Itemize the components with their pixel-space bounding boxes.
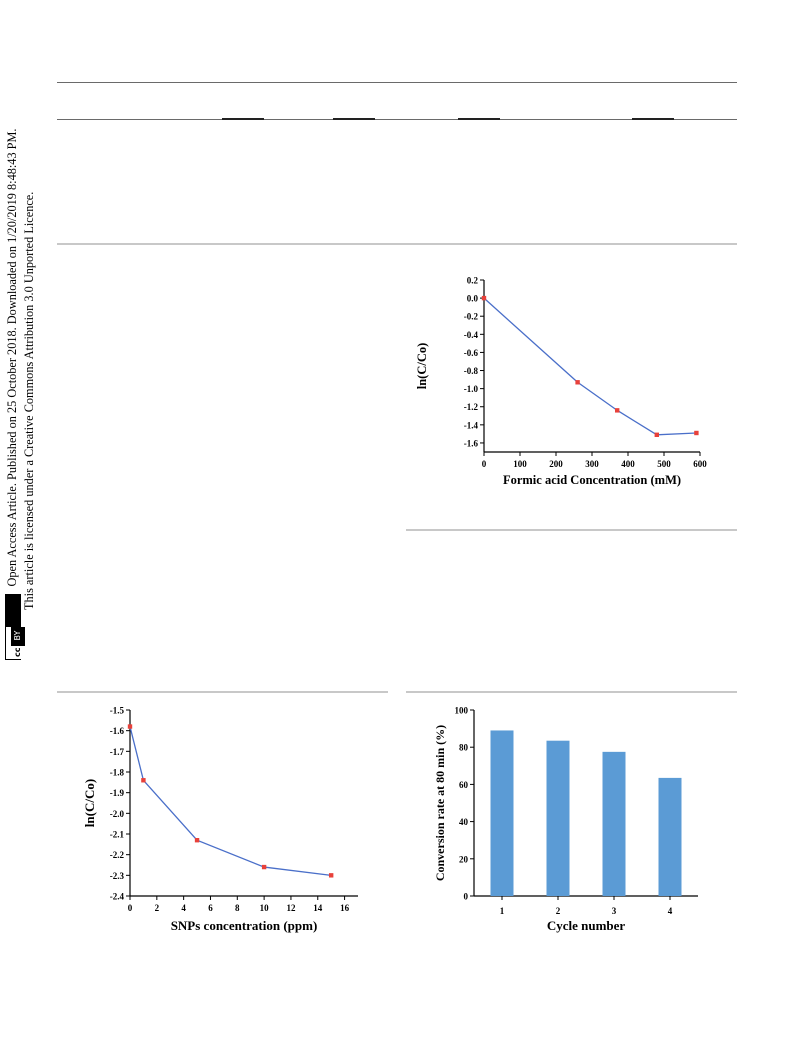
- table-column-stub: [458, 118, 500, 120]
- y-tick-label: -0.2: [464, 312, 479, 322]
- x-tick-label: 400: [621, 459, 635, 469]
- header-rule-top: [57, 82, 737, 83]
- x-tick-label: 16: [340, 903, 350, 913]
- series-line: [483, 297, 697, 436]
- section-divider: [57, 243, 737, 245]
- header-rule-bottom: [57, 119, 737, 120]
- data-point: [694, 430, 699, 436]
- snps-concentration-chart: -1.5 -1.6 -1.7 -1.8 -1.9 -2.0 -2.1 -2.2 -2.3 -2.4…: [82, 706, 358, 933]
- x-tick-label: 500: [657, 459, 671, 469]
- data-point: [127, 724, 133, 729]
- table-column-stub: [333, 118, 375, 120]
- formic-acid-chart: 0.2 0.0 -0.2 -0.4 -0.6 -0.8 -1.0 -1.2 -1.4 -1.6 0 1…: [415, 276, 707, 488]
- bar: [602, 751, 626, 896]
- y-tick-label: -1.4: [464, 420, 479, 430]
- data-point: [194, 838, 200, 843]
- data-point: [615, 408, 620, 413]
- y-tick-label: -1.7: [110, 747, 125, 757]
- x-axis-label: SNPs concentration (ppm): [171, 918, 318, 933]
- y-tick-label: 0.2: [467, 276, 479, 286]
- x-tick-label: 10: [260, 903, 270, 913]
- x-tick-label: 0: [482, 459, 487, 469]
- figure-divider-left-bottom: [57, 691, 388, 693]
- y-tick-label: 0.0: [467, 294, 479, 304]
- y-tick-label: -1.5: [110, 706, 125, 716]
- y-tick-label: -1.9: [110, 788, 125, 798]
- x-tick-label: 0: [128, 903, 133, 913]
- x-tick-label: 8: [235, 903, 240, 913]
- x-axis-label: Cycle number: [547, 918, 626, 933]
- license-sidebar: ccBY Open Access Article. Published on 2…: [4, 128, 50, 660]
- y-tick-label: -1.2: [464, 402, 479, 412]
- x-tick-label: 1: [500, 906, 505, 916]
- series-line: [129, 726, 332, 876]
- y-tick-label: -1.8: [110, 768, 125, 778]
- x-tick-label: 4: [181, 903, 186, 913]
- conversion-rate-bar-chart: 0 20 40 60 80 100 1 2 3 4 Cycle number Conversion r…: [433, 706, 698, 933]
- bar: [490, 730, 514, 896]
- y-tick-label: -2.1: [110, 830, 125, 840]
- x-tick-label: 300: [585, 459, 599, 469]
- y-tick-label: -2.2: [110, 850, 125, 860]
- y-tick-label: -0.6: [464, 348, 479, 358]
- x-tick-label: 2: [155, 903, 160, 913]
- y-tick-label: 60: [459, 780, 469, 790]
- y-tick-label: 100: [455, 706, 469, 716]
- y-axis-label: ln(C/Co): [415, 343, 429, 390]
- data-point: [481, 295, 487, 301]
- sidebar-publication-text: Open Access Article. Published on 25 Oct…: [5, 128, 19, 587]
- sidebar-license-link[interactable]: This article is licensed under a Creativ…: [22, 191, 37, 610]
- sidebar-line-2: This article is licensed under a Creativ…: [21, 192, 37, 660]
- x-tick-label: 600: [693, 459, 707, 469]
- x-tick-label: 100: [513, 459, 527, 469]
- x-tick-label: 2: [556, 906, 561, 916]
- y-tick-label: 20: [459, 854, 469, 864]
- x-tick-label: 3: [612, 906, 617, 916]
- y-tick-label: 40: [459, 817, 469, 827]
- x-tick-label: 14: [313, 903, 323, 913]
- figure-divider-right-bottom: [406, 691, 737, 693]
- data-point: [654, 432, 659, 437]
- y-axis-label: ln(C/Co): [82, 779, 97, 827]
- y-tick-label: -1.6: [110, 726, 125, 736]
- y-tick-label: -1.6: [464, 438, 479, 448]
- y-axis-label: Conversion rate at 80 min (%): [433, 725, 447, 881]
- data-point: [261, 864, 267, 870]
- y-tick-label: -2.4: [110, 892, 125, 902]
- y-tick-label: 80: [459, 743, 469, 753]
- x-tick-label: 12: [286, 903, 296, 913]
- y-tick-label: -2.0: [110, 809, 125, 819]
- y-tick-label: 0: [464, 892, 469, 902]
- data-point: [575, 380, 580, 385]
- bar: [658, 777, 682, 896]
- cc-by-license-icon[interactable]: ccBY: [5, 593, 26, 660]
- table-column-stub: [632, 118, 674, 120]
- figure-divider-right: [406, 529, 737, 531]
- data-point: [141, 778, 146, 783]
- bar: [546, 740, 570, 896]
- data-point: [328, 873, 334, 878]
- y-tick-label: -0.4: [464, 330, 479, 340]
- x-tick-label: 6: [208, 903, 213, 913]
- table-column-stub: [222, 118, 264, 120]
- y-tick-label: -0.8: [464, 366, 479, 376]
- x-tick-label: 200: [549, 459, 563, 469]
- x-tick-label: 4: [668, 906, 673, 916]
- y-tick-label: -1.0: [464, 384, 479, 394]
- sidebar-line-1: ccBY Open Access Article. Published on 2…: [4, 128, 26, 660]
- y-tick-label: -2.3: [110, 871, 125, 881]
- x-axis-label: Formic acid Concentration (mM): [503, 473, 681, 487]
